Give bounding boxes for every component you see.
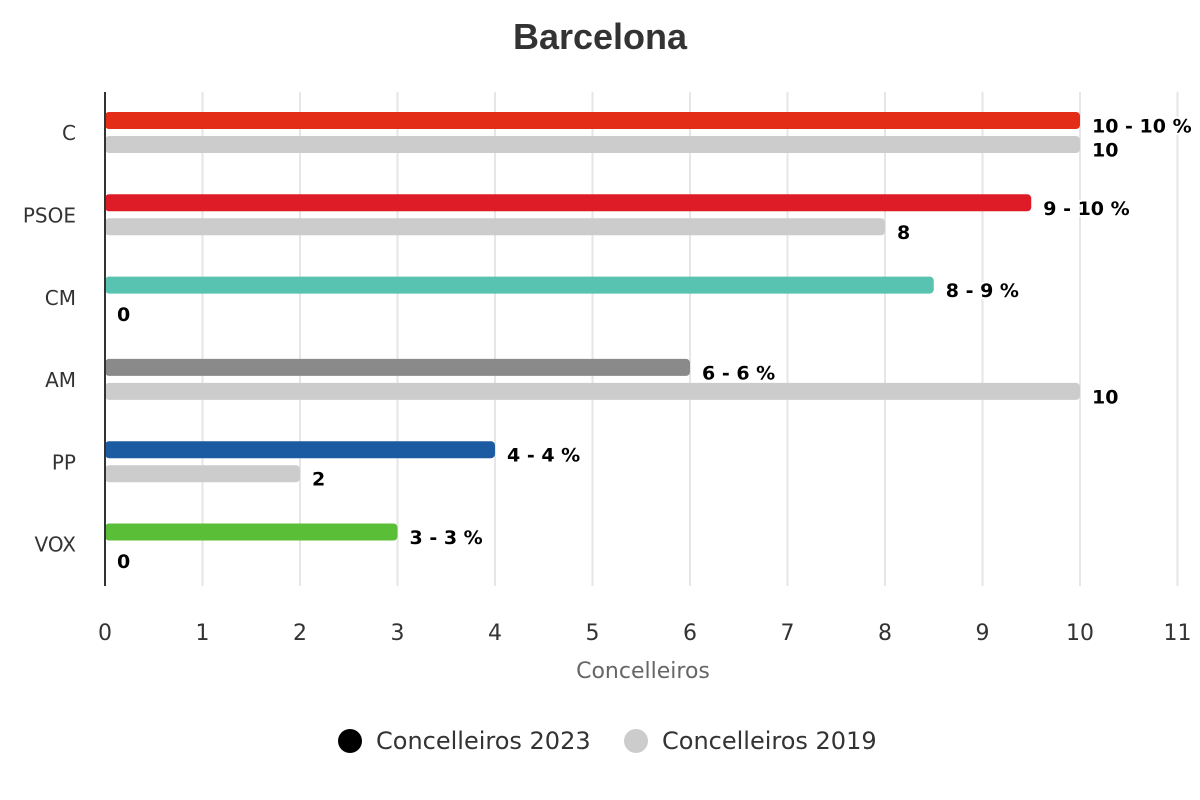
x-tick-label: 0 bbox=[98, 621, 112, 646]
x-tick-label: 5 bbox=[586, 621, 600, 646]
data-label: 3 - 3 % bbox=[410, 527, 483, 549]
data-label: 0 bbox=[117, 551, 130, 573]
category-label: C bbox=[62, 121, 76, 145]
legend[interactable]: Concelleiros 2023 Concelleiros 2019 bbox=[338, 727, 877, 755]
category-label: AM bbox=[45, 368, 76, 392]
legend-label: Concelleiros 2023 bbox=[376, 727, 591, 755]
category-label: PSOE bbox=[23, 203, 76, 227]
x-tick-label: 4 bbox=[488, 621, 502, 646]
legend-marker bbox=[338, 729, 362, 753]
data-label: 10 - 10 % bbox=[1092, 116, 1192, 138]
category-labels: C PSOE CM AM PP VOX bbox=[23, 121, 76, 557]
bar-2023 bbox=[105, 523, 398, 541]
data-label: 9 - 10 % bbox=[1043, 198, 1129, 220]
x-tick-label: 6 bbox=[683, 621, 697, 646]
bar-2023 bbox=[105, 112, 1080, 129]
x-axis-ticks: 0 1 2 3 4 5 6 7 8 9 10 11 bbox=[98, 621, 1192, 646]
bar-2019 bbox=[105, 218, 885, 236]
grid-lines bbox=[201, 92, 1179, 586]
legend-item-2019[interactable]: Concelleiros 2019 bbox=[624, 727, 877, 755]
data-label: 0 bbox=[117, 304, 130, 326]
bar-2019 bbox=[105, 465, 300, 483]
category-label: PP bbox=[52, 450, 76, 474]
x-tick-label: 8 bbox=[878, 621, 892, 646]
x-tick-label: 11 bbox=[1164, 621, 1192, 646]
bars-group bbox=[105, 112, 1080, 541]
bar-2019 bbox=[105, 136, 1080, 153]
x-tick-label: 10 bbox=[1066, 621, 1094, 646]
data-label: 4 - 4 % bbox=[507, 445, 580, 467]
bar-2023 bbox=[105, 276, 934, 294]
data-label: 10 bbox=[1092, 140, 1118, 162]
bar-2023 bbox=[105, 358, 690, 376]
bar-2023 bbox=[105, 194, 1032, 212]
x-tick-label: 7 bbox=[781, 621, 795, 646]
data-label: 10 bbox=[1092, 386, 1118, 408]
x-axis-title: Concelleiros bbox=[576, 659, 710, 684]
category-label: CM bbox=[45, 286, 76, 310]
chart-title: Barcelona bbox=[513, 16, 688, 57]
data-label: 2 bbox=[312, 469, 325, 491]
category-label: VOX bbox=[35, 533, 77, 557]
x-tick-label: 1 bbox=[196, 621, 210, 646]
legend-item-2023[interactable]: Concelleiros 2023 bbox=[338, 727, 591, 755]
data-label: 6 - 6 % bbox=[702, 362, 775, 384]
x-tick-label: 3 bbox=[391, 621, 405, 646]
data-label: 8 bbox=[897, 222, 910, 244]
bar-2019 bbox=[105, 382, 1080, 400]
data-label: 8 - 9 % bbox=[946, 280, 1019, 302]
legend-marker bbox=[624, 729, 648, 753]
data-labels-group: 10 - 10 %109 - 10 %88 - 9 %06 - 6 %104 -… bbox=[115, 114, 1194, 576]
x-tick-label: 9 bbox=[976, 621, 990, 646]
legend-label: Concelleiros 2019 bbox=[662, 727, 877, 755]
x-tick-label: 2 bbox=[293, 621, 307, 646]
bar-2023 bbox=[105, 441, 495, 459]
